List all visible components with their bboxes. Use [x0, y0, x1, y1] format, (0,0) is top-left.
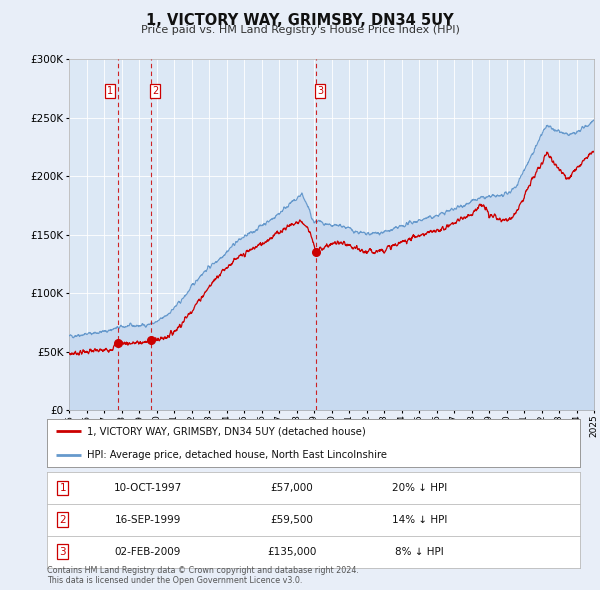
Text: 2: 2 [59, 515, 66, 525]
Text: £135,000: £135,000 [267, 547, 317, 556]
Text: 1: 1 [59, 483, 66, 493]
Text: HPI: Average price, detached house, North East Lincolnshire: HPI: Average price, detached house, Nort… [87, 450, 387, 460]
Text: Price paid vs. HM Land Registry's House Price Index (HPI): Price paid vs. HM Land Registry's House … [140, 25, 460, 35]
Text: 10-OCT-1997: 10-OCT-1997 [114, 483, 182, 493]
Text: £59,500: £59,500 [271, 515, 313, 525]
Text: 3: 3 [317, 86, 323, 96]
Text: 1, VICTORY WAY, GRIMSBY, DN34 5UY: 1, VICTORY WAY, GRIMSBY, DN34 5UY [146, 13, 454, 28]
Text: 3: 3 [59, 547, 66, 556]
Text: This data is licensed under the Open Government Licence v3.0.: This data is licensed under the Open Gov… [47, 576, 302, 585]
Text: 20% ↓ HPI: 20% ↓ HPI [392, 483, 448, 493]
Text: 14% ↓ HPI: 14% ↓ HPI [392, 515, 448, 525]
Text: 1, VICTORY WAY, GRIMSBY, DN34 5UY (detached house): 1, VICTORY WAY, GRIMSBY, DN34 5UY (detac… [87, 427, 365, 437]
Text: 8% ↓ HPI: 8% ↓ HPI [395, 547, 444, 556]
Text: 16-SEP-1999: 16-SEP-1999 [115, 515, 181, 525]
Text: Contains HM Land Registry data © Crown copyright and database right 2024.: Contains HM Land Registry data © Crown c… [47, 566, 359, 575]
Text: £57,000: £57,000 [271, 483, 313, 493]
Text: 2: 2 [152, 86, 158, 96]
Text: 1: 1 [107, 86, 113, 96]
Text: 02-FEB-2009: 02-FEB-2009 [115, 547, 181, 556]
